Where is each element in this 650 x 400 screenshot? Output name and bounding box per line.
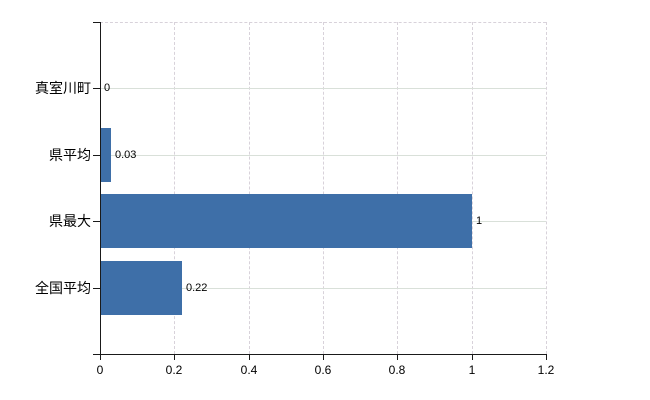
vertical-gridline [397,22,398,354]
x-axis-tick [249,354,250,360]
y-axis-tick [93,155,100,156]
bar [100,261,182,315]
y-axis-line [100,22,101,354]
x-axis-line [93,354,546,355]
category-label: 全国平均 [35,280,91,296]
x-axis-tick-label: 0.8 [388,363,406,377]
category-label: 県最大 [49,213,91,229]
x-axis-tick [472,354,473,360]
value-label: 0 [104,82,111,94]
x-axis-tick [546,354,547,360]
x-axis-tick-label: 1.2 [537,363,555,377]
vertical-gridline [174,22,175,354]
vertical-gridline [546,22,547,354]
x-axis-tick-label: 0.4 [240,363,258,377]
y-axis-tick [93,221,100,222]
value-label: 1 [476,215,483,227]
vertical-gridline [472,22,473,354]
category-label: 真室川町 [35,80,91,96]
x-axis-tick-label: 0 [96,363,104,377]
x-axis-tick [174,354,175,360]
y-axis-tick [93,88,100,89]
x-axis-tick-label: 0.6 [314,363,332,377]
x-axis-tick [397,354,398,360]
horizontal-gridline [100,88,546,89]
horizontal-gridline [100,288,546,289]
bar [100,194,472,248]
bar [100,128,111,182]
x-axis-tick-label: 0.2 [165,363,183,377]
y-axis-tick [93,22,100,23]
x-axis-tick [323,354,324,360]
category-label: 県平均 [49,147,91,163]
plot-area: 0 0.03 1 0.22 [100,22,547,354]
value-label: 0.03 [115,149,137,161]
horizontal-gridline [100,155,546,156]
vertical-gridline [249,22,250,354]
y-axis-tick [93,288,100,289]
vertical-gridline [323,22,324,354]
x-axis-tick [100,354,101,360]
value-label: 0.22 [186,282,208,294]
x-axis-tick-label: 1 [468,363,476,377]
